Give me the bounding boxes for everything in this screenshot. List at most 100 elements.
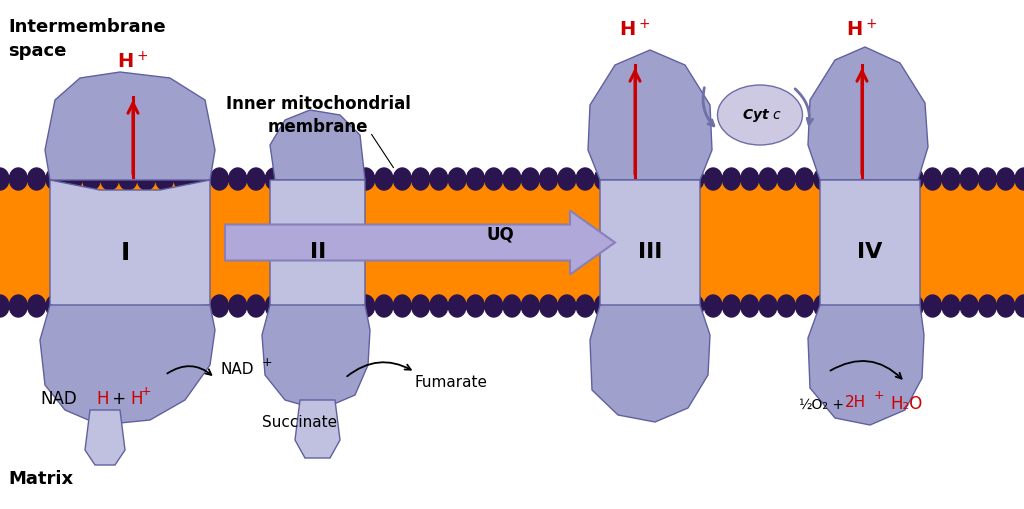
Ellipse shape [868, 168, 887, 190]
Ellipse shape [540, 168, 558, 190]
Ellipse shape [174, 168, 191, 190]
Ellipse shape [686, 168, 703, 190]
Polygon shape [45, 72, 215, 180]
Polygon shape [270, 110, 365, 180]
Ellipse shape [484, 295, 503, 317]
Polygon shape [295, 400, 340, 458]
Ellipse shape [228, 168, 247, 190]
Text: +: + [106, 390, 131, 408]
Ellipse shape [718, 85, 803, 145]
Ellipse shape [356, 295, 375, 317]
Text: III: III [638, 242, 663, 263]
Ellipse shape [1015, 295, 1024, 317]
Ellipse shape [850, 168, 868, 190]
Ellipse shape [978, 295, 996, 317]
Ellipse shape [978, 168, 996, 190]
Ellipse shape [905, 168, 924, 190]
Ellipse shape [686, 295, 703, 317]
Ellipse shape [905, 295, 924, 317]
Ellipse shape [393, 168, 412, 190]
Ellipse shape [210, 295, 228, 317]
Text: I: I [121, 240, 130, 265]
Ellipse shape [814, 295, 831, 317]
Ellipse shape [594, 295, 612, 317]
Ellipse shape [612, 168, 631, 190]
Ellipse shape [503, 168, 521, 190]
Ellipse shape [338, 295, 356, 317]
Ellipse shape [193, 168, 210, 190]
Polygon shape [808, 47, 928, 180]
Text: H$^+$: H$^+$ [847, 19, 878, 40]
Text: Inner mitochondrial: Inner mitochondrial [225, 95, 411, 113]
Text: II: II [310, 242, 326, 263]
Ellipse shape [449, 295, 466, 317]
Ellipse shape [28, 168, 46, 190]
Ellipse shape [393, 295, 412, 317]
Ellipse shape [868, 295, 887, 317]
Text: H: H [96, 390, 109, 408]
Ellipse shape [961, 168, 978, 190]
Ellipse shape [247, 295, 265, 317]
Ellipse shape [521, 168, 540, 190]
Ellipse shape [449, 168, 466, 190]
Ellipse shape [777, 295, 796, 317]
Ellipse shape [156, 295, 174, 317]
Polygon shape [588, 50, 712, 180]
Ellipse shape [924, 295, 942, 317]
Ellipse shape [174, 295, 191, 317]
Ellipse shape [705, 168, 722, 190]
Text: Succinate: Succinate [262, 415, 338, 430]
Text: +: + [141, 385, 152, 398]
Ellipse shape [558, 168, 575, 190]
Ellipse shape [137, 295, 156, 317]
Text: H₂O: H₂O [890, 395, 923, 413]
Ellipse shape [65, 295, 82, 317]
Polygon shape [600, 180, 700, 315]
Ellipse shape [265, 168, 284, 190]
Ellipse shape [558, 295, 575, 317]
Ellipse shape [631, 295, 649, 317]
Ellipse shape [649, 168, 668, 190]
Text: 2H: 2H [845, 395, 866, 410]
Ellipse shape [412, 168, 430, 190]
Ellipse shape [119, 295, 137, 317]
Ellipse shape [356, 168, 375, 190]
Ellipse shape [430, 168, 447, 190]
Ellipse shape [631, 168, 649, 190]
Text: ½O₂: ½O₂ [798, 398, 827, 412]
Text: IV: IV [857, 242, 883, 263]
Ellipse shape [137, 168, 156, 190]
Ellipse shape [503, 295, 521, 317]
Ellipse shape [942, 295, 959, 317]
Ellipse shape [759, 168, 777, 190]
Ellipse shape [850, 295, 868, 317]
Polygon shape [40, 305, 215, 425]
Text: membrane: membrane [267, 118, 369, 136]
Ellipse shape [1015, 168, 1024, 190]
Polygon shape [225, 211, 615, 274]
Ellipse shape [9, 295, 28, 317]
Ellipse shape [82, 295, 100, 317]
Text: NAD: NAD [220, 362, 254, 377]
Ellipse shape [65, 168, 82, 190]
Ellipse shape [284, 168, 302, 190]
Ellipse shape [540, 295, 558, 317]
Ellipse shape [705, 295, 722, 317]
Text: Fumarate: Fumarate [415, 375, 488, 390]
Ellipse shape [119, 168, 137, 190]
Ellipse shape [466, 168, 484, 190]
Ellipse shape [0, 168, 9, 190]
Ellipse shape [521, 295, 540, 317]
Ellipse shape [833, 168, 850, 190]
Ellipse shape [321, 295, 338, 317]
Ellipse shape [156, 168, 174, 190]
Ellipse shape [100, 168, 119, 190]
Ellipse shape [887, 168, 905, 190]
Ellipse shape [577, 295, 594, 317]
Ellipse shape [9, 168, 28, 190]
Ellipse shape [375, 168, 393, 190]
Ellipse shape [594, 168, 612, 190]
Ellipse shape [466, 295, 484, 317]
Text: +: + [874, 389, 885, 402]
Ellipse shape [777, 168, 796, 190]
